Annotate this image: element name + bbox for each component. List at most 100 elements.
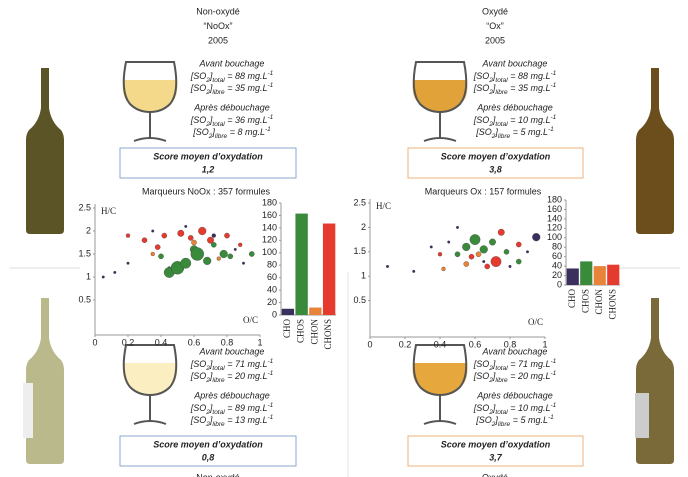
y-tick-label: 80 <box>552 242 562 252</box>
panel-title: “Ox” <box>486 21 504 31</box>
bar <box>295 214 307 315</box>
x-tick-label: 0.8 <box>504 339 517 349</box>
y-tick-label: 120 <box>547 223 562 233</box>
so2-segment: [SO <box>190 115 207 125</box>
formula-point <box>114 271 117 274</box>
formula-point <box>485 264 490 269</box>
so2-segment: -1 <box>267 82 273 89</box>
panel-title: Oxydé <box>482 6 508 16</box>
so2-segment: = 20 mg.L <box>508 371 551 381</box>
formula-point <box>238 243 242 247</box>
formula-point <box>491 256 501 266</box>
y-tick-label: 180 <box>262 197 277 207</box>
y-tick-label: 1.5 <box>78 248 91 258</box>
so2-line: [SO2]total = 88 mg.L-1 <box>473 70 557 84</box>
so2-line: [SO2]libre = 8 mg.L-1 <box>192 126 271 140</box>
formula-point <box>212 234 216 238</box>
so2-line: [SO2]libre = 35 mg.L-1 <box>190 82 274 96</box>
before-label: Avant bouchage <box>199 346 265 356</box>
bar <box>282 309 294 315</box>
formula-point <box>430 246 433 249</box>
so2-segment: [SO <box>473 71 490 81</box>
formula-point <box>504 249 509 254</box>
y-tick-label: 40 <box>552 260 562 270</box>
formula-point <box>476 252 481 257</box>
bar-label: CHO <box>282 319 292 339</box>
score-value: 3,8 <box>489 164 502 174</box>
so2-segment: libre <box>498 133 511 140</box>
bar-label: CHO <box>567 289 577 309</box>
x-tick-label: 1 <box>542 339 547 349</box>
bar <box>580 261 592 285</box>
y-tick-label: 140 <box>547 213 562 223</box>
y-tick-label: 1 <box>361 271 366 281</box>
x-tick-label: 0.6 <box>188 337 201 347</box>
so2-line: [SO2]libre = 20 mg.L-1 <box>190 370 274 384</box>
so2-segment: libre <box>495 377 508 384</box>
y-tick-label: 60 <box>552 251 562 261</box>
so2-segment: [SO <box>475 415 492 425</box>
formula-point <box>498 229 505 236</box>
so2-segment: libre <box>212 89 225 96</box>
so2-segment: [SO <box>190 371 207 381</box>
formula-point <box>469 254 474 259</box>
so2-segment: [SO <box>473 403 490 413</box>
formula-point <box>412 270 415 273</box>
x-axis-label: O/C <box>243 315 258 325</box>
score-label: Score moyen d’oxydation <box>153 151 263 161</box>
so2-segment: = 35 mg.L <box>225 83 268 93</box>
so2-segment: -1 <box>548 414 554 421</box>
formula-point <box>224 233 229 238</box>
y-tick-label: 20 <box>267 297 277 307</box>
bar <box>323 224 335 315</box>
so2-segment: [SO <box>473 115 490 125</box>
formula-point <box>438 252 442 256</box>
wine-glass <box>123 62 178 141</box>
formula-point <box>155 245 160 250</box>
after-label: Après débouchage <box>476 102 553 112</box>
so2-segment: [SO <box>473 371 490 381</box>
panel-title: Non-oxydé <box>196 6 240 16</box>
so2-segment: = 20 mg.L <box>225 371 268 381</box>
formula-point <box>234 248 237 251</box>
x-tick-label: 0 <box>367 339 372 349</box>
wine-glass <box>413 62 468 141</box>
so2-segment: = 88 mg.L <box>225 71 268 81</box>
so2-line: [SO2]libre = 5 mg.L-1 <box>475 126 554 140</box>
so2-segment: = 5 mg.L <box>510 415 548 425</box>
formula-point <box>217 257 221 261</box>
x-tick-label: 0.6 <box>469 339 482 349</box>
x-tick-label: 0.4 <box>155 337 168 347</box>
so2-segment: [SO <box>473 83 490 93</box>
bar-label: CHOS <box>296 319 306 343</box>
so2-segment: -1 <box>267 70 273 77</box>
formula-point <box>142 238 147 243</box>
after-label: Après débouchage <box>193 390 270 400</box>
so2-segment: [SO <box>190 71 207 81</box>
x-tick-label: 0.2 <box>122 337 135 347</box>
formula-point <box>386 265 389 268</box>
formula-point <box>464 261 469 266</box>
so2-line: [SO2]total = 71 mg.L-1 <box>473 358 557 372</box>
so2-segment: -1 <box>550 70 556 77</box>
so2-segment: total <box>212 77 225 84</box>
y-axis-label: H/C <box>101 206 116 216</box>
y-tick-label: 2.5 <box>353 197 366 207</box>
bar-label: CHON <box>309 319 319 345</box>
so2-segment: -1 <box>267 114 273 121</box>
so2-segment: [SO <box>190 415 207 425</box>
x-tick-label: 1 <box>257 337 262 347</box>
formula-point <box>158 254 163 259</box>
so2-line: [SO2]total = 71 mg.L-1 <box>190 358 274 372</box>
y-tick-label: 2 <box>86 225 91 235</box>
score-value: 3,7 <box>489 452 503 462</box>
so2-segment: = 8 mg.L <box>227 127 265 137</box>
so2-segment: -1 <box>265 126 271 133</box>
footer-title: Oxydé <box>482 472 508 477</box>
before-label: Avant bouchage <box>199 58 265 68</box>
formula-point <box>455 252 460 257</box>
formula-point <box>480 245 488 253</box>
formula-point <box>526 251 529 254</box>
bar <box>567 268 579 285</box>
formula-point <box>482 260 485 263</box>
